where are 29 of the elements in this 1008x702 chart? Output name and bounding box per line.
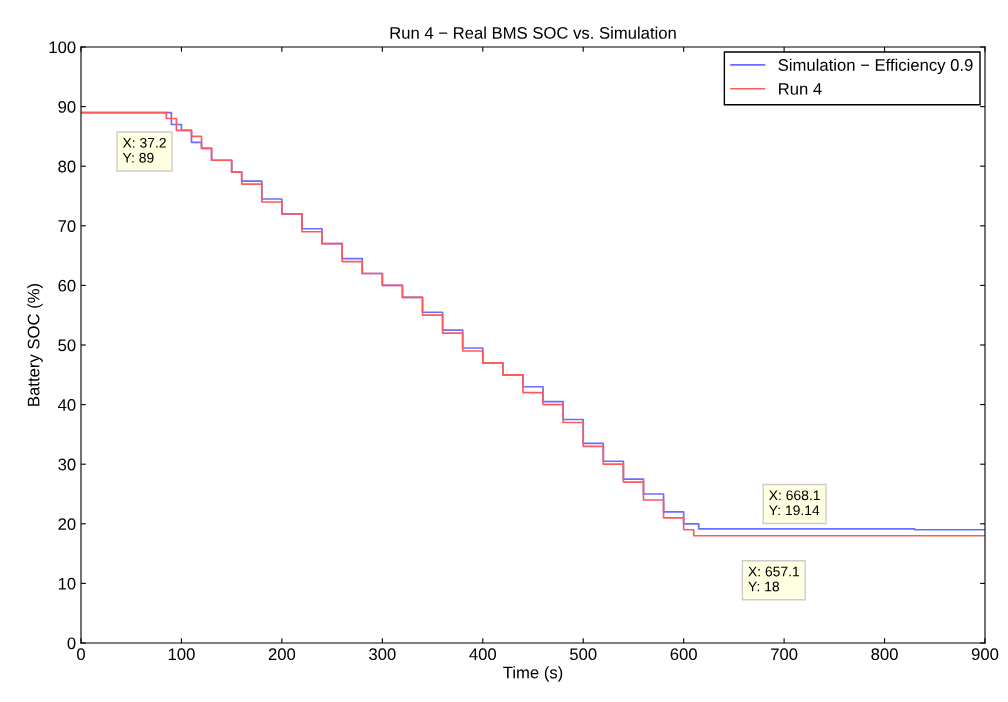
- y-tick-label: 60: [58, 279, 76, 292]
- chart-title: Run 4 − Real BMS SOC vs. Simulation: [390, 26, 676, 39]
- y-tick-label: 50: [58, 339, 76, 352]
- x-tick-label: 500: [569, 648, 597, 661]
- y-axis-title: Battery SOC (%): [27, 283, 43, 406]
- legend-label: Simulation − Efficiency 0.9: [778, 58, 973, 75]
- x-tick-label: 300: [369, 648, 396, 661]
- y-tick-label: 0: [67, 637, 76, 650]
- x-tick-label: 800: [871, 648, 898, 661]
- x-axis-title: Time (s): [503, 666, 563, 682]
- x-tick-label: 0: [77, 648, 85, 661]
- annotation: X: 37.2 Y: 89: [122, 137, 166, 163]
- y-tick-label: 40: [57, 399, 76, 411]
- x-tick-label: 900: [971, 648, 999, 661]
- legend-label: Run 4: [779, 83, 822, 95]
- y-tick-label: 90: [58, 101, 76, 113]
- x-tick-label: 200: [268, 648, 296, 661]
- y-tick-label: 100: [49, 41, 76, 54]
- x-tick-label: 400: [469, 648, 497, 661]
- annotation: X: 657.1 Y: 18: [748, 566, 800, 592]
- x-tick-label: 600: [670, 648, 697, 661]
- y-tick-label: 10: [58, 577, 76, 590]
- annotation: X: 668.1 Y: 19.14: [769, 490, 820, 516]
- x-tick-label: 100: [168, 648, 195, 661]
- y-tick-label: 20: [58, 518, 76, 530]
- y-tick-label: 70: [58, 220, 76, 232]
- x-tick-label: 700: [771, 648, 798, 661]
- y-tick-label: 80: [58, 160, 76, 173]
- y-tick-label: 30: [58, 458, 76, 471]
